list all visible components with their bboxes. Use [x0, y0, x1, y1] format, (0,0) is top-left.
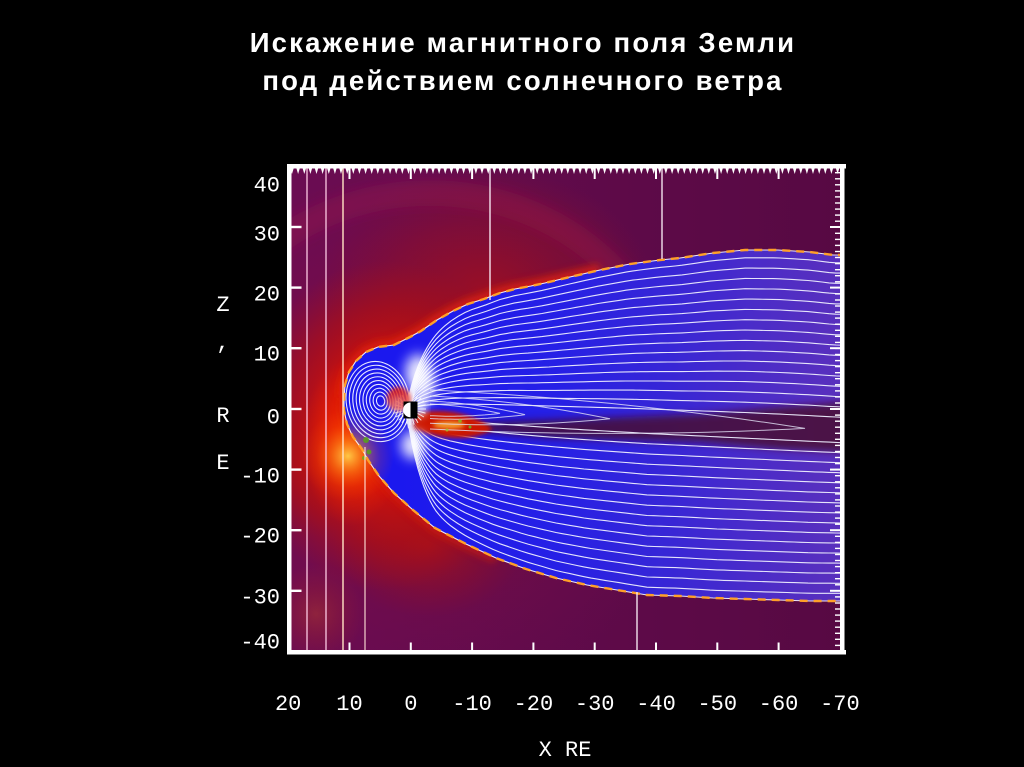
svg-text:E: E: [216, 451, 229, 476]
svg-text:,: ,: [216, 331, 229, 356]
svg-text:-40: -40: [636, 692, 676, 717]
svg-text:-30: -30: [575, 692, 615, 717]
svg-text:под действием солнечного ветра: под действием солнечного ветра: [262, 65, 783, 96]
svg-text:-30: -30: [240, 586, 280, 611]
svg-text:-20: -20: [514, 692, 554, 717]
svg-text:Z: Z: [216, 293, 229, 318]
svg-text:0: 0: [404, 692, 417, 717]
svg-text:R: R: [216, 404, 229, 429]
svg-text:-10: -10: [240, 465, 280, 490]
svg-text:-50: -50: [697, 692, 737, 717]
svg-text:40: 40: [254, 174, 280, 199]
svg-text:-20: -20: [240, 525, 280, 550]
svg-text:-60: -60: [759, 692, 799, 717]
svg-text:30: 30: [254, 223, 280, 248]
svg-text:20: 20: [254, 283, 280, 308]
svg-text:20: 20: [275, 692, 301, 717]
svg-text:10: 10: [254, 343, 280, 368]
svg-text:-70: -70: [820, 692, 860, 717]
svg-text:10: 10: [336, 692, 362, 717]
svg-text:-10: -10: [452, 692, 492, 717]
svg-text:-40: -40: [240, 631, 280, 656]
svg-text:X RE: X RE: [539, 738, 592, 763]
svg-text:0: 0: [267, 406, 280, 431]
svg-text:Искажение магнитного поля Земл: Искажение магнитного поля Земли: [250, 27, 797, 58]
